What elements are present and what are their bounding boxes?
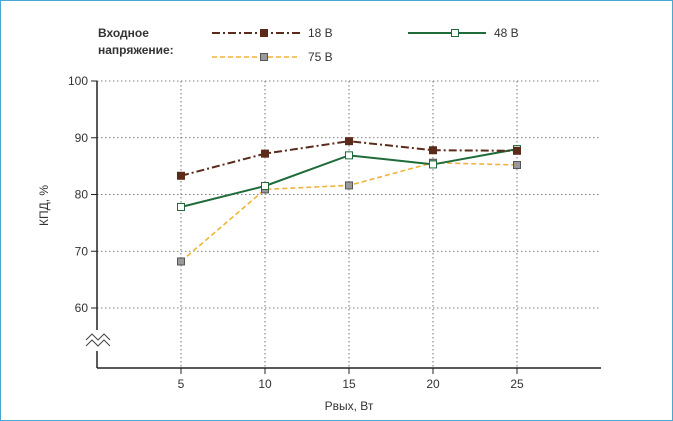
y-tick-label-70: 70 bbox=[75, 244, 89, 258]
series-3-point-15 bbox=[345, 181, 353, 190]
series-2-point-20 bbox=[429, 160, 437, 169]
x-tick-label-20: 20 bbox=[426, 377, 440, 391]
series-2-point-10 bbox=[261, 181, 269, 190]
x-tick-label-5: 5 bbox=[178, 377, 185, 391]
series-1-point-10 bbox=[261, 149, 269, 158]
legend-label-2: 48 В bbox=[494, 26, 519, 40]
x-tick-label-25: 25 bbox=[510, 377, 524, 391]
y-tick-label-80: 80 bbox=[75, 188, 89, 202]
y-tick-label-60: 60 bbox=[75, 301, 89, 315]
x-tick-label-10: 10 bbox=[258, 377, 272, 391]
axis-break-mark-2 bbox=[85, 339, 111, 347]
series-2-point-15 bbox=[345, 151, 353, 160]
series-3-point-25 bbox=[513, 160, 521, 169]
series-1-point-5 bbox=[177, 171, 185, 180]
axis-break-mark-1 bbox=[85, 333, 111, 341]
series-1-point-25 bbox=[513, 146, 521, 155]
y-tick-label-90: 90 bbox=[75, 131, 89, 145]
legend-title-line2: напряжение: bbox=[98, 43, 174, 57]
series-2-point-5 bbox=[177, 202, 185, 211]
series-3-point-5 bbox=[177, 257, 185, 266]
legend-title-line1: Входное bbox=[98, 26, 149, 40]
y-axis-label: КПД, % bbox=[37, 185, 51, 226]
y-tick-label-100: 100 bbox=[68, 74, 88, 88]
series-1-point-20 bbox=[429, 146, 437, 155]
x-tick-label-15: 15 bbox=[342, 377, 356, 391]
legend-label-3: 75 В bbox=[308, 50, 333, 64]
series-1-point-15 bbox=[345, 137, 353, 146]
legend-marker-2 bbox=[451, 29, 459, 37]
legend-marker-1 bbox=[260, 29, 268, 37]
legend-label-1: 18 В bbox=[308, 26, 333, 40]
legend-marker-3 bbox=[260, 53, 268, 61]
x-axis-label: Pвых, Вт bbox=[325, 399, 374, 413]
